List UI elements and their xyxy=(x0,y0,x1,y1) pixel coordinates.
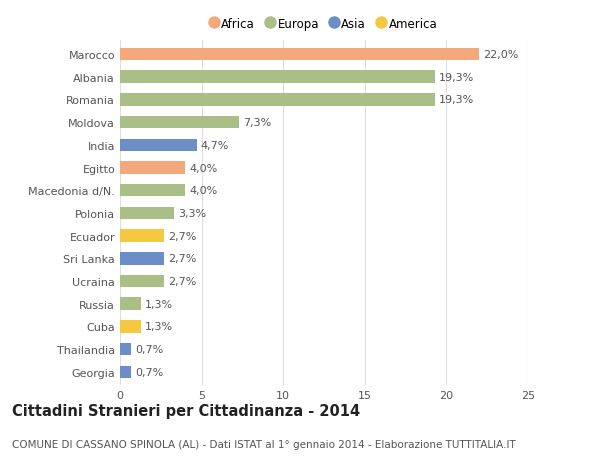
Bar xyxy=(120,185,185,197)
Text: 22,0%: 22,0% xyxy=(483,50,518,60)
Text: 2,7%: 2,7% xyxy=(168,231,197,241)
Text: 0,7%: 0,7% xyxy=(136,367,164,377)
Bar xyxy=(120,275,164,288)
Text: 0,7%: 0,7% xyxy=(136,344,164,354)
Bar xyxy=(120,252,164,265)
Text: 3,3%: 3,3% xyxy=(178,208,206,218)
Legend: Africa, Europa, Asia, America: Africa, Europa, Asia, America xyxy=(206,13,442,35)
Text: 4,7%: 4,7% xyxy=(201,140,229,151)
Text: COMUNE DI CASSANO SPINOLA (AL) - Dati ISTAT al 1° gennaio 2014 - Elaborazione TU: COMUNE DI CASSANO SPINOLA (AL) - Dati IS… xyxy=(12,440,516,449)
Bar xyxy=(120,139,197,152)
Bar xyxy=(120,117,239,129)
Text: 2,7%: 2,7% xyxy=(168,254,197,264)
Bar xyxy=(120,207,174,220)
Bar xyxy=(120,298,141,310)
Text: 19,3%: 19,3% xyxy=(439,95,475,105)
Text: 19,3%: 19,3% xyxy=(439,73,475,83)
Bar xyxy=(120,94,435,106)
Bar xyxy=(120,343,131,356)
Text: 4,0%: 4,0% xyxy=(190,163,218,173)
Text: 1,3%: 1,3% xyxy=(145,299,173,309)
Text: 1,3%: 1,3% xyxy=(145,322,173,332)
Text: 2,7%: 2,7% xyxy=(168,276,197,286)
Bar xyxy=(120,366,131,378)
Bar xyxy=(120,320,141,333)
Bar xyxy=(120,49,479,61)
Text: Cittadini Stranieri per Cittadinanza - 2014: Cittadini Stranieri per Cittadinanza - 2… xyxy=(12,403,360,419)
Bar xyxy=(120,162,185,174)
Bar xyxy=(120,71,435,84)
Bar xyxy=(120,230,164,242)
Text: 4,0%: 4,0% xyxy=(190,186,218,196)
Text: 7,3%: 7,3% xyxy=(243,118,271,128)
